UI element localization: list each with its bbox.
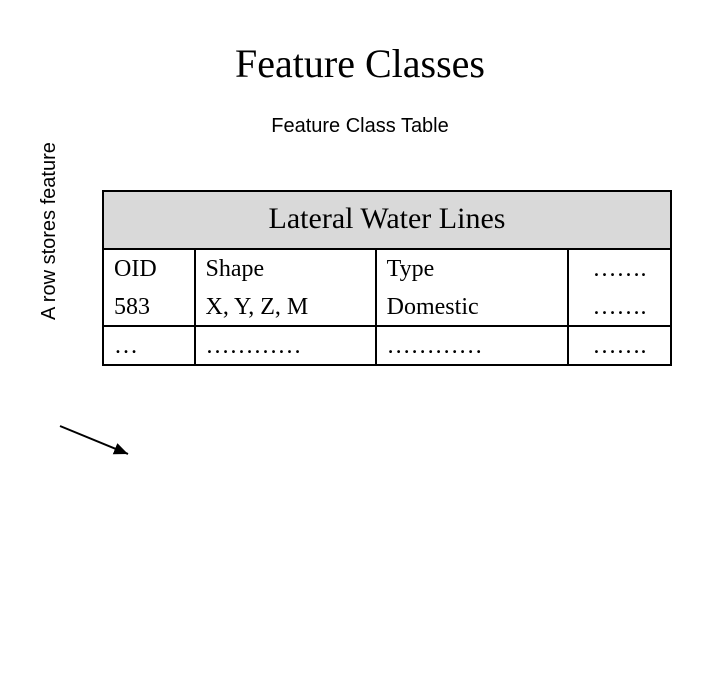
cell-type-ellipsis: ………… <box>376 326 568 364</box>
cell-type-header: Type <box>376 250 568 288</box>
cell-more-header: ……. <box>568 250 670 288</box>
cell-type-value: Domestic <box>376 288 568 326</box>
data-table: OID Shape Type ……. 583 X, Y, Z, M Domest… <box>104 250 670 364</box>
table-title: Lateral Water Lines <box>104 192 670 250</box>
cell-oid-header: OID <box>104 250 195 288</box>
table-row: 583 X, Y, Z, M Domestic ……. <box>104 288 670 326</box>
cell-oid-ellipsis: … <box>104 326 195 364</box>
cell-more-value: ……. <box>568 288 670 326</box>
table-subtitle: Feature Class Table <box>0 87 720 138</box>
cell-shape-ellipsis: ………… <box>195 326 376 364</box>
cell-shape-header: Shape <box>195 250 376 288</box>
table-row: … ………… ………… ……. <box>104 326 670 364</box>
cell-oid-value: 583 <box>104 288 195 326</box>
page-title: Feature Classes <box>0 0 720 87</box>
cell-more-ellipsis: ……. <box>568 326 670 364</box>
table-row: OID Shape Type ……. <box>104 250 670 288</box>
side-rotated-label: A row stores feature <box>38 142 61 320</box>
cell-shape-value: X, Y, Z, M <box>195 288 376 326</box>
feature-class-table: Lateral Water Lines OID Shape Type ……. 5… <box>102 190 672 366</box>
